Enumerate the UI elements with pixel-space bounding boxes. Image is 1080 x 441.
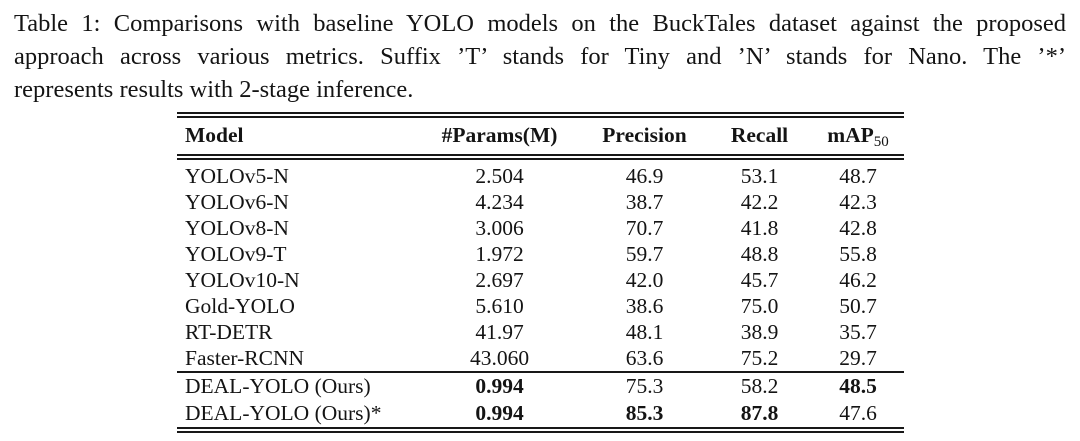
cell-precision: 38.6 <box>625 294 664 318</box>
cell-precision: 46.9 <box>625 164 664 188</box>
header-row: Model #Params(M) Precision Recall mAP50 <box>177 115 904 157</box>
cell-map50: 50.7 <box>839 294 877 318</box>
cell-recall: 53.1 <box>740 164 779 188</box>
caption-line-2: approach across various metrics. Suffix … <box>14 43 1066 70</box>
proposed-method-rows: DEAL-YOLO (Ours) 0.994 75.3 58.2 48.5 DE… <box>177 372 904 430</box>
cell-model: YOLOv9-T <box>185 242 287 266</box>
cell-model: Gold-YOLO <box>185 294 295 318</box>
table-row: YOLOv9-T 1.972 59.7 48.8 55.8 <box>177 241 904 267</box>
table-row: Gold-YOLO 5.610 38.6 75.0 50.7 <box>177 293 904 319</box>
cell-map50: 35.7 <box>839 320 877 344</box>
cell-params: 43.060 <box>469 346 530 370</box>
cell-precision: 48.1 <box>625 320 664 344</box>
column-header-map50: mAP50 <box>812 115 904 157</box>
caption-line-3: represents results with 2-stage inferenc… <box>14 76 414 103</box>
cell-recall: 45.7 <box>740 268 779 292</box>
paper-page: Table 1: Comparisons with baseline YOLO … <box>0 7 1080 441</box>
table-row: YOLOv10-N 2.697 42.0 45.7 46.2 <box>177 267 904 293</box>
table-caption: Table 1: Comparisons with baseline YOLO … <box>14 7 1066 106</box>
table-row-ours-2stage: DEAL-YOLO (Ours)* 0.994 85.3 87.8 47.6 <box>177 400 904 430</box>
cell-recall: 48.8 <box>740 242 779 266</box>
cell-map50: 29.7 <box>839 346 877 370</box>
cell-map50: 46.2 <box>839 268 877 292</box>
cell-model: Faster-RCNN <box>185 346 305 370</box>
cell-model: YOLOv5-N <box>185 164 289 188</box>
cell-recall: 41.8 <box>740 216 779 240</box>
column-header-params: #Params(M) <box>441 123 558 147</box>
cell-precision: 42.0 <box>625 268 664 292</box>
cell-model: RT-DETR <box>185 320 273 344</box>
baseline-rows: YOLOv5-N 2.504 46.9 53.1 48.7 YOLOv6-N 4… <box>177 157 904 372</box>
column-header-recall: Recall <box>730 123 789 147</box>
table-row-ours: DEAL-YOLO (Ours) 0.994 75.3 58.2 48.5 <box>177 372 904 400</box>
cell-params: 2.504 <box>475 164 524 188</box>
cell-params: 5.610 <box>475 294 524 318</box>
cell-params: 0.994 <box>475 401 524 425</box>
cell-model: YOLOv10-N <box>185 268 300 292</box>
table-row: YOLOv6-N 4.234 38.7 42.2 42.3 <box>177 189 904 215</box>
cell-precision: 59.7 <box>625 242 664 266</box>
cell-recall: 58.2 <box>740 374 779 398</box>
cell-map50: 42.8 <box>839 216 877 240</box>
table-row: RT-DETR 41.97 48.1 38.9 35.7 <box>177 319 904 345</box>
cell-map50: 42.3 <box>839 190 877 214</box>
cell-params: 1.972 <box>475 242 524 266</box>
cell-recall: 87.8 <box>740 401 779 425</box>
cell-precision: 85.3 <box>625 401 664 425</box>
map-header-subscript: 50 <box>873 134 889 150</box>
cell-model: YOLOv6-N <box>185 190 289 214</box>
cell-recall: 75.0 <box>740 294 779 318</box>
caption-line-1: Table 1: Comparisons with baseline YOLO … <box>14 10 1066 37</box>
cell-params: 0.994 <box>475 374 524 398</box>
cell-params: 4.234 <box>475 190 524 214</box>
table-header: Model #Params(M) Precision Recall mAP50 <box>177 115 904 157</box>
results-table: Model #Params(M) Precision Recall mAP50 … <box>177 112 904 433</box>
cell-params: 41.97 <box>475 320 524 344</box>
table-row: Faster-RCNN 43.060 63.6 75.2 29.7 <box>177 345 904 372</box>
cell-recall: 38.9 <box>740 320 779 344</box>
column-header-model: Model <box>185 123 244 147</box>
cell-map50: 48.5 <box>839 374 877 398</box>
cell-model: YOLOv8-N <box>185 216 289 240</box>
cell-precision: 70.7 <box>625 216 664 240</box>
cell-precision: 63.6 <box>625 346 664 370</box>
map-header-main: mAP <box>827 123 874 147</box>
cell-recall: 42.2 <box>740 190 779 214</box>
table-row: YOLOv5-N 2.504 46.9 53.1 48.7 <box>177 157 904 189</box>
table-row: YOLOv8-N 3.006 70.7 41.8 42.8 <box>177 215 904 241</box>
column-header-precision: Precision <box>602 123 687 147</box>
cell-params: 3.006 <box>475 216 524 240</box>
cell-precision: 75.3 <box>625 374 664 398</box>
cell-params: 2.697 <box>475 268 524 292</box>
cell-model: DEAL-YOLO (Ours)* <box>185 401 382 425</box>
cell-map50: 48.7 <box>839 164 877 188</box>
cell-map50: 47.6 <box>839 401 877 425</box>
cell-map50: 55.8 <box>839 242 877 266</box>
cell-recall: 75.2 <box>740 346 779 370</box>
cell-precision: 38.7 <box>625 190 664 214</box>
cell-model: DEAL-YOLO (Ours) <box>185 374 371 398</box>
